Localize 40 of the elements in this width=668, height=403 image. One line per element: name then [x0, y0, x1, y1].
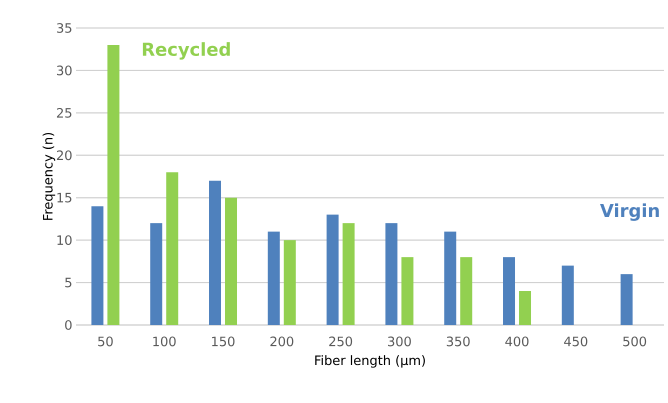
bar — [268, 232, 280, 325]
bar — [107, 44, 120, 325]
y-tick-label: 35 — [56, 23, 72, 33]
bar — [342, 223, 355, 325]
bar — [519, 291, 532, 325]
x-tick-label: 450 — [564, 336, 588, 346]
bar — [562, 266, 574, 325]
y-tick-label: 15 — [57, 192, 72, 203]
bar — [91, 206, 104, 325]
x-tick-label: 500 — [623, 336, 646, 346]
y-tick-label: 20 — [56, 150, 72, 160]
bar — [284, 240, 296, 325]
x-tick-label: 400 — [505, 336, 529, 346]
bar — [401, 257, 414, 325]
text: Virgin — [600, 203, 659, 221]
x-tick-label: 150 — [212, 336, 234, 346]
x-tick-label: 250 — [329, 336, 352, 346]
y-tick-label: 30 — [56, 66, 72, 76]
x-tick-label: 300 — [388, 336, 411, 346]
y-tick-label: 0 — [65, 320, 72, 330]
x-tick-label: 100 — [153, 336, 176, 346]
x-axis-title: Fiber length (μm) — [315, 355, 425, 368]
bar — [150, 223, 162, 325]
bar — [326, 214, 339, 325]
bar — [166, 172, 178, 325]
x-tick-label: 50 — [98, 336, 113, 346]
series-label: Recycled — [142, 42, 230, 60]
y-tick-label: 25 — [56, 108, 72, 118]
bar — [444, 232, 456, 325]
bar — [503, 257, 516, 325]
y-tick-label: 10 — [57, 235, 72, 246]
bar — [385, 223, 398, 325]
x-tick-label: 350 — [446, 336, 470, 346]
bar — [620, 274, 633, 325]
bar — [460, 257, 472, 325]
y-axis-title: Frequency (n) — [42, 132, 56, 220]
bar — [225, 198, 238, 325]
y-tick-label: 5 — [65, 278, 72, 288]
x-tick-label: 200 — [270, 336, 294, 346]
bar — [209, 180, 222, 325]
